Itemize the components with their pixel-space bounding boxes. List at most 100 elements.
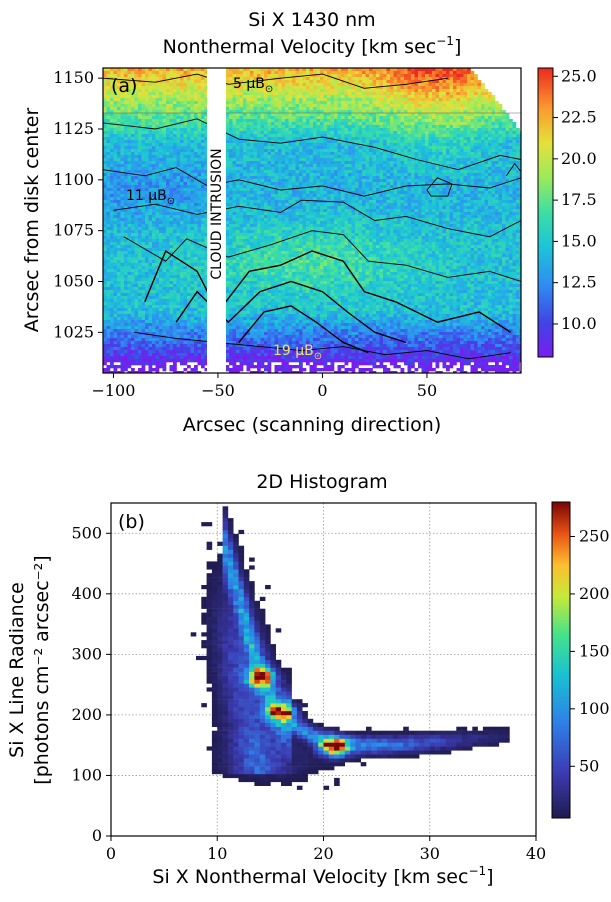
map-cell <box>173 116 177 120</box>
map-cell <box>239 116 244 120</box>
map-cell <box>127 224 132 228</box>
map-cell <box>271 293 275 297</box>
map-cell <box>264 275 268 279</box>
map-cell <box>264 92 268 96</box>
map-cell <box>243 128 247 132</box>
map-cell <box>117 263 121 267</box>
map-cell <box>110 194 114 198</box>
map-cell <box>180 86 184 90</box>
map-cell <box>274 164 279 168</box>
map-cell <box>173 98 177 102</box>
map-cell <box>155 260 160 264</box>
map-cell <box>190 137 195 141</box>
map-cell <box>246 182 251 186</box>
map-cell <box>120 107 125 111</box>
map-cell <box>173 173 177 177</box>
map-cell <box>148 89 153 93</box>
map-cell <box>106 92 111 96</box>
map-cell <box>229 251 233 255</box>
map-cell <box>190 275 195 279</box>
map-cell <box>267 80 272 84</box>
map-cell <box>117 110 121 114</box>
map-cell <box>260 176 265 180</box>
map-cell <box>246 149 251 153</box>
map-cell <box>232 203 237 207</box>
map-cell <box>250 188 254 192</box>
map-cell <box>159 200 163 204</box>
panel-a-title-line2: Nonthermal Velocity [km sec−1] <box>163 34 462 58</box>
map-cell <box>229 191 233 195</box>
map-cell <box>103 227 107 231</box>
map-cell <box>197 77 202 81</box>
map-cell <box>236 269 240 273</box>
map-cell <box>194 260 198 264</box>
map-cell <box>176 92 181 96</box>
map-cell <box>134 371 139 373</box>
map-cell <box>155 140 160 144</box>
map-cell <box>159 293 163 297</box>
map-cell <box>155 359 160 363</box>
map-cell <box>141 152 146 156</box>
map-cell <box>113 80 118 84</box>
map-cell <box>225 167 230 171</box>
map-cell <box>274 89 279 93</box>
map-cell <box>204 317 209 321</box>
map-cell <box>173 290 177 294</box>
map-cell <box>155 230 160 234</box>
map-cell <box>106 83 111 87</box>
map-cell <box>162 83 167 87</box>
map-cell <box>267 137 272 141</box>
map-cell <box>257 110 261 114</box>
map-cell <box>134 332 139 336</box>
map-cell <box>253 179 258 183</box>
map-cell <box>271 140 275 144</box>
map-cell <box>152 260 156 264</box>
map-cell <box>145 278 149 282</box>
map-cell <box>169 344 174 348</box>
map-cell <box>110 242 114 246</box>
map-cell <box>141 236 146 240</box>
map-cell <box>176 80 181 84</box>
map-cell <box>183 143 188 147</box>
map-cell <box>106 176 111 180</box>
map-cell <box>159 362 163 366</box>
map-cell <box>187 200 191 204</box>
map-cell <box>260 119 265 123</box>
map-cell <box>131 371 135 373</box>
map-cell <box>169 251 174 255</box>
map-cell <box>197 161 202 165</box>
map-cell <box>152 242 156 246</box>
map-cell <box>124 143 128 147</box>
map-cell <box>225 122 230 126</box>
map-cell <box>134 128 139 132</box>
map-cell <box>155 227 160 231</box>
map-cell <box>145 353 149 357</box>
map-cell <box>250 293 254 297</box>
map-cell <box>260 308 265 312</box>
map-cell <box>166 152 170 156</box>
map-cell <box>124 80 128 84</box>
map-cell <box>204 152 209 156</box>
map-cell <box>162 206 167 210</box>
map-cell <box>267 173 272 177</box>
map-cell <box>253 275 258 279</box>
map-cell <box>162 176 167 180</box>
map-cell <box>243 203 247 207</box>
map-cell <box>141 281 146 285</box>
map-cell <box>110 89 114 93</box>
map-cell <box>162 359 167 363</box>
map-cell <box>148 77 153 81</box>
map-cell <box>274 161 279 165</box>
map-cell <box>267 338 272 342</box>
map-cell <box>162 179 167 183</box>
map-cell <box>243 248 247 252</box>
map-cell <box>229 233 233 237</box>
map-cell <box>155 296 160 300</box>
map-cell <box>152 224 156 228</box>
map-cell <box>232 143 237 147</box>
map-cell <box>155 83 160 87</box>
map-cell <box>180 212 184 216</box>
map-cell <box>183 113 188 117</box>
map-cell <box>134 179 139 183</box>
map-cell <box>190 230 195 234</box>
